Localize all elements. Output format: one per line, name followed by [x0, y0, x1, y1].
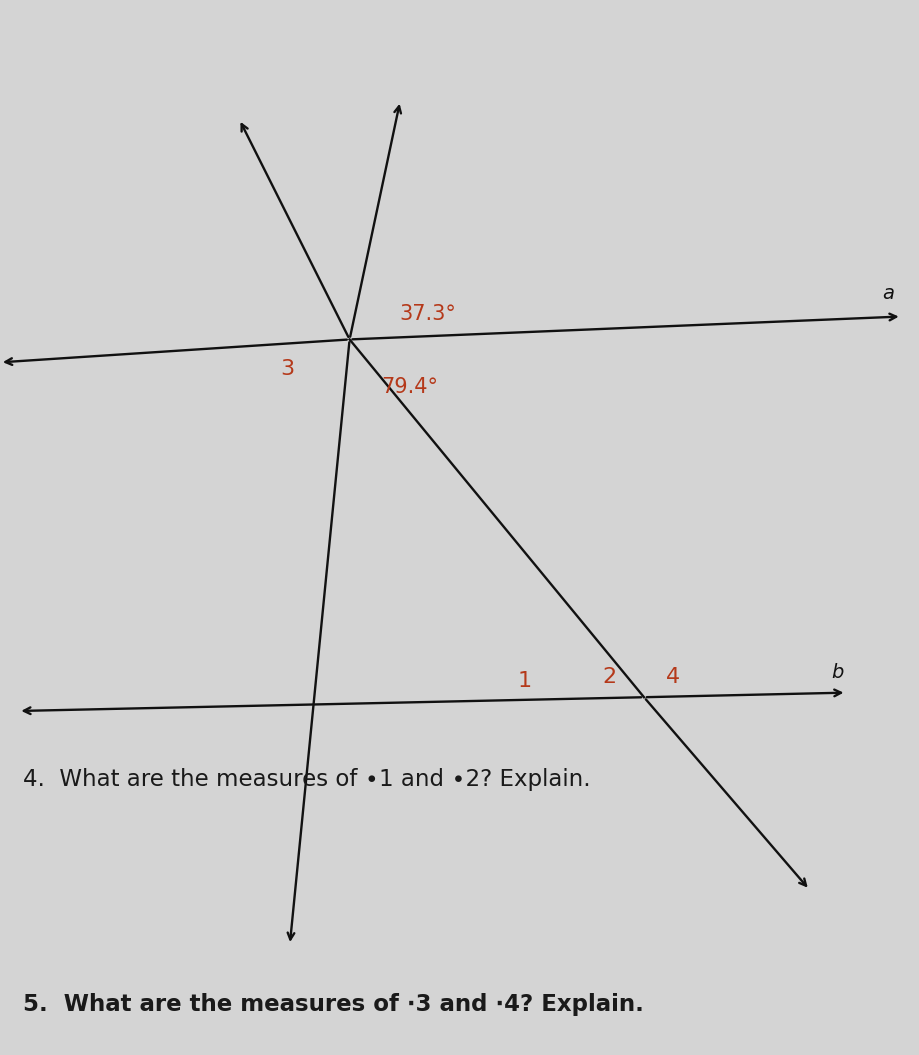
Text: a: a	[880, 284, 893, 303]
Text: 4: 4	[665, 667, 680, 687]
Text: 4.  What are the measures of ∙1 and ∙2? Explain.: 4. What are the measures of ∙1 and ∙2? E…	[23, 768, 590, 791]
Text: 1: 1	[516, 671, 531, 691]
Text: 79.4°: 79.4°	[380, 377, 437, 397]
Text: 2: 2	[601, 667, 616, 687]
Text: 5.  What are the measures of ∙3 and ∙4? Explain.: 5. What are the measures of ∙3 and ∙4? E…	[23, 993, 643, 1016]
Text: 3: 3	[279, 359, 294, 379]
Text: 37.3°: 37.3°	[399, 304, 456, 324]
Text: b: b	[830, 663, 843, 682]
